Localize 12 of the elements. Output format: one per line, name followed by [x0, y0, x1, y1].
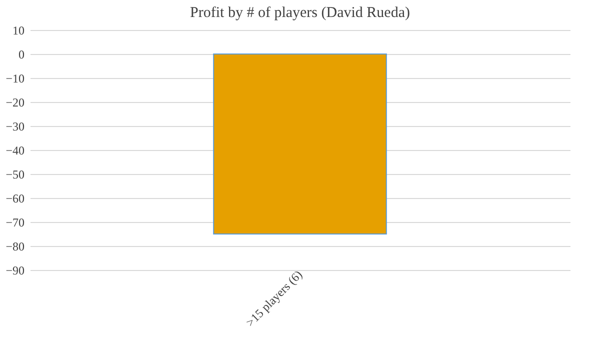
y-tick-label: −60 [6, 192, 24, 206]
y-tick-label: −40 [6, 144, 24, 158]
y-tick-label: −50 [6, 168, 24, 182]
y-tick-label: −80 [6, 240, 24, 254]
y-tick-label: −70 [6, 216, 24, 230]
chart-title: Profit by # of players (David Rueda) [190, 5, 410, 21]
y-tick-label: −20 [6, 96, 24, 110]
y-tick-label: 0 [18, 48, 24, 62]
y-tick-label: −10 [6, 72, 24, 86]
y-tick-label: −30 [6, 120, 24, 134]
y-tick-label: −90 [6, 264, 24, 278]
y-tick-label: 10 [12, 24, 24, 38]
